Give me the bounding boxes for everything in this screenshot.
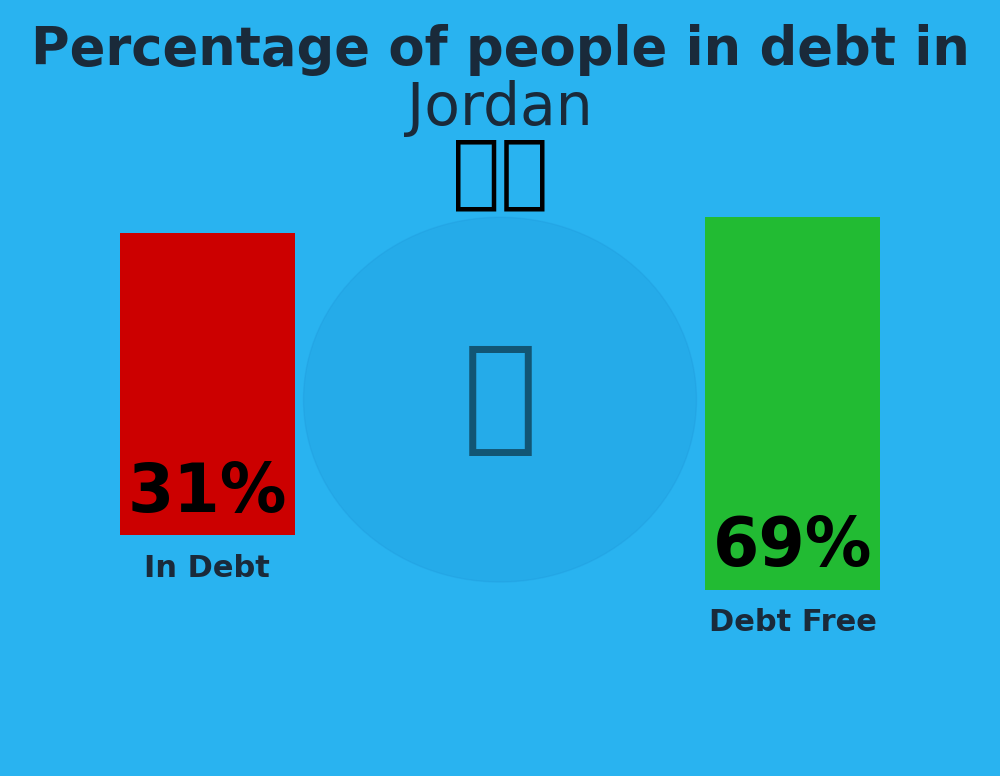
Text: In Debt: In Debt bbox=[144, 553, 270, 583]
Text: Percentage of people in debt in: Percentage of people in debt in bbox=[31, 24, 969, 77]
Text: Jordan: Jordan bbox=[407, 80, 593, 137]
Text: 🇯🇴: 🇯🇴 bbox=[452, 136, 548, 213]
Circle shape bbox=[304, 217, 696, 582]
Text: Debt Free: Debt Free bbox=[709, 608, 877, 637]
Text: 69%: 69% bbox=[713, 514, 872, 580]
Text: 31%: 31% bbox=[128, 459, 287, 526]
Text: 🏦: 🏦 bbox=[463, 339, 538, 460]
FancyBboxPatch shape bbox=[705, 217, 880, 590]
FancyBboxPatch shape bbox=[120, 233, 295, 535]
